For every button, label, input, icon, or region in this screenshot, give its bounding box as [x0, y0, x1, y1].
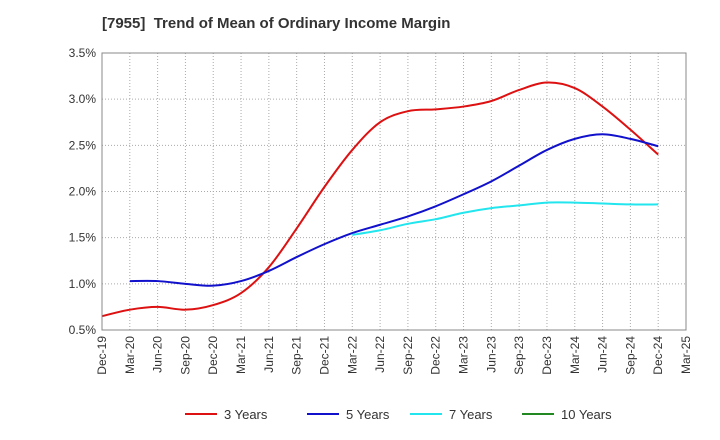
x-tick-label: Mar-22: [345, 336, 359, 374]
x-tick-label: Sep-20: [178, 336, 192, 375]
x-tick-label: Sep-22: [401, 336, 415, 375]
x-tick-label: Mar-23: [457, 336, 471, 374]
x-tick-label: Dec-20: [206, 336, 220, 375]
series-line-7-years: [352, 201, 659, 236]
legend: 3 Years 5 Years 7 Years 10 Years: [185, 407, 612, 422]
x-tick-label: Dec-19: [95, 336, 109, 375]
y-tick-label: 0.5%: [69, 323, 97, 337]
x-tick-label: Mar-21: [234, 336, 248, 374]
x-tick-label: Sep-21: [290, 336, 304, 375]
x-tick-label: Jun-22: [373, 336, 387, 373]
y-axis: 0.5% 1.0% 1.5% 2.0% 2.5% 3.0% 3.5%: [69, 46, 97, 337]
x-axis: Dec-19 Mar-20 Jun-20 Sep-20 Dec-20 Mar-21 Jun-…: [95, 336, 693, 375]
legend-label: 3 Years: [224, 407, 268, 422]
y-tick-label: 1.5%: [69, 231, 97, 245]
chart-title: [7955] Trend of Mean of Ordinary Income …: [102, 15, 451, 32]
x-tick-label: Jun-23: [484, 336, 498, 373]
y-tick-label: 2.5%: [69, 138, 97, 152]
x-tick-label: Dec-22: [429, 336, 443, 375]
x-tick-label: Jun-21: [262, 336, 276, 373]
series-lines: [101, 81, 659, 318]
legend-label: 5 Years: [346, 407, 390, 422]
x-tick-label: Sep-23: [512, 336, 526, 375]
x-tick-label: Mar-24: [568, 336, 582, 374]
legend-label: 10 Years: [561, 407, 612, 422]
y-tick-label: 2.0%: [69, 185, 97, 199]
y-tick-label: 1.0%: [69, 277, 97, 291]
y-tick-label: 3.0%: [69, 92, 97, 106]
x-tick-label: Dec-24: [651, 336, 665, 375]
plot-area-border: [101, 52, 687, 331]
series-line-5-years: [129, 133, 659, 287]
y-tick-label: 3.5%: [69, 46, 97, 60]
x-tick-label: Dec-21: [317, 336, 331, 375]
x-tick-label: Mar-25: [679, 336, 693, 374]
series-line-3-years: [101, 81, 659, 318]
grid: [102, 53, 686, 330]
x-tick-label: Mar-20: [123, 336, 137, 374]
legend-label: 7 Years: [449, 407, 493, 422]
x-tick-label: Sep-24: [623, 336, 637, 375]
x-tick-label: Dec-23: [540, 336, 554, 375]
x-tick-label: Jun-20: [151, 336, 165, 373]
x-tick-label: Jun-24: [596, 336, 610, 373]
